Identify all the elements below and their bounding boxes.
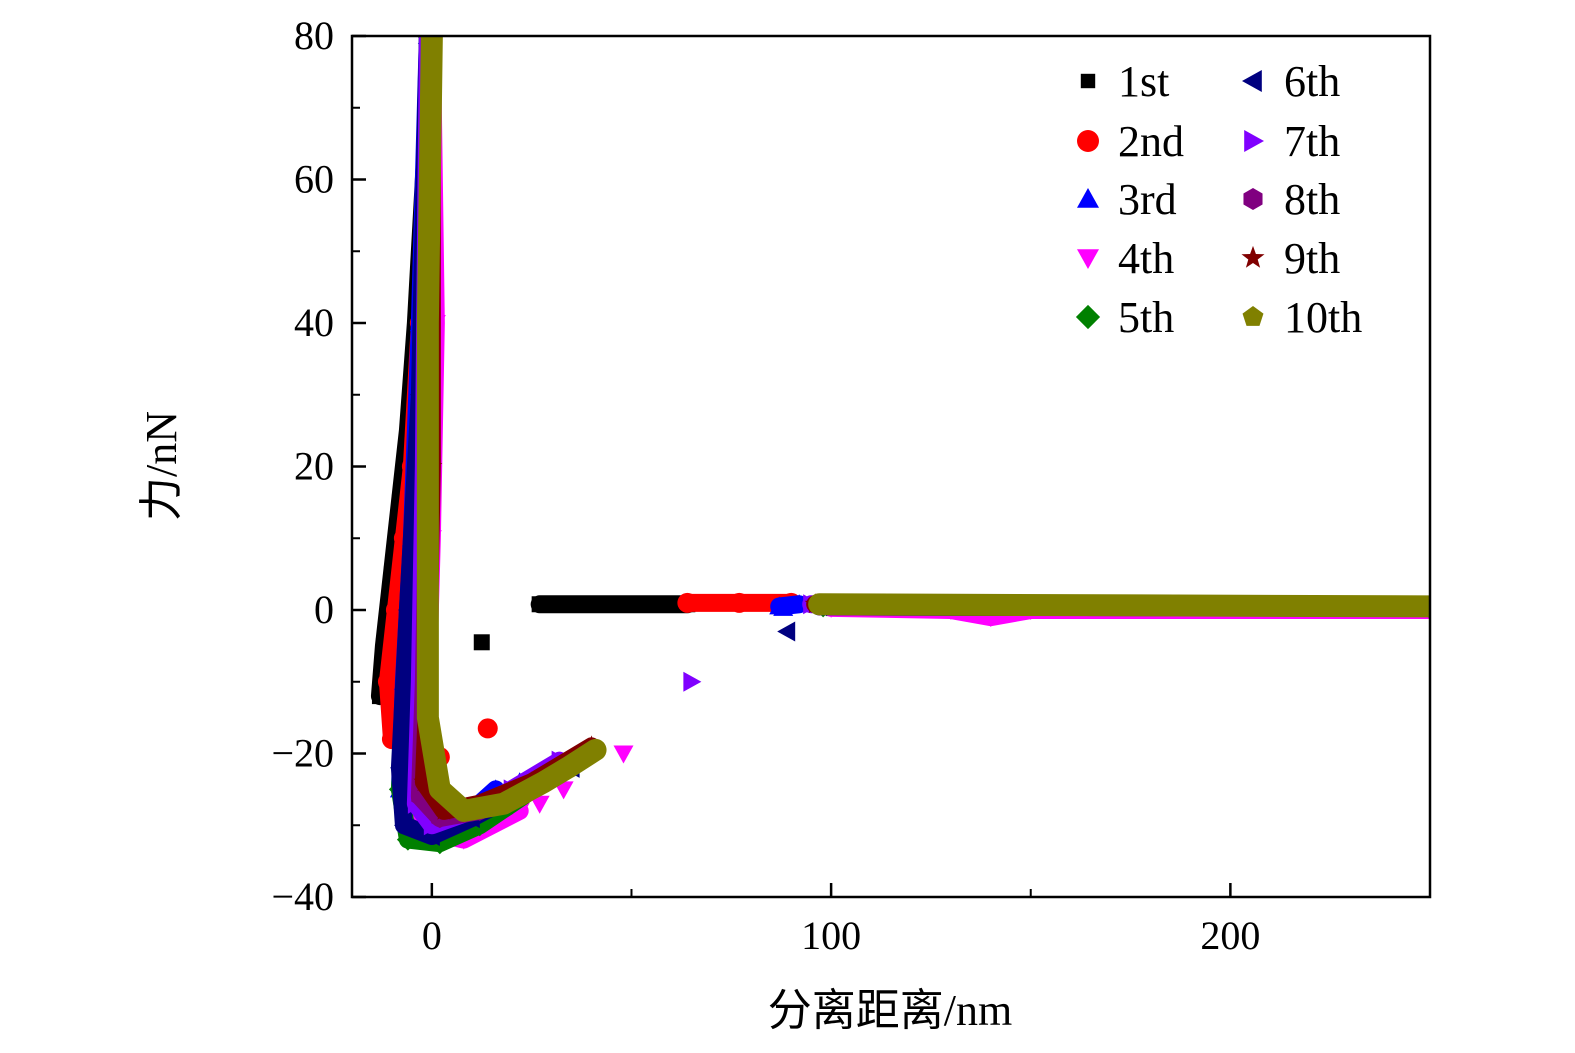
data-point	[677, 592, 698, 613]
legend-marker-triangle-left	[1242, 70, 1262, 92]
data-point	[613, 745, 634, 764]
series-3rd	[389, 36, 810, 842]
series-band	[808, 593, 1430, 618]
legend-marker-circle	[1077, 130, 1099, 152]
legend-item-3rd: 3rd	[1077, 175, 1177, 224]
data-point	[418, 313, 438, 332]
y-tick-label: −40	[271, 874, 334, 919]
data-point	[586, 739, 606, 759]
legend-marker-hexagon	[1243, 188, 1263, 210]
data-point	[494, 793, 514, 812]
legend-item-4th: 4th	[1077, 234, 1174, 283]
y-tick-label: 60	[294, 157, 334, 202]
data-point	[423, 36, 441, 45]
legend-item-10th: 10th	[1242, 293, 1362, 342]
legend-label: 8th	[1284, 175, 1340, 224]
x-tick-label: 0	[422, 913, 442, 958]
y-axis-label: 力/nN	[137, 411, 186, 521]
data-point	[377, 671, 398, 692]
data-point	[809, 594, 829, 613]
data-point	[729, 592, 750, 613]
legend-label: 5th	[1118, 293, 1174, 342]
data-point	[529, 795, 550, 814]
axis-ticks: 0 100 200 −40 −20 0 20 40 60 80	[271, 13, 1431, 958]
data-point	[393, 815, 412, 836]
data-point	[389, 757, 408, 778]
series-band	[416, 36, 607, 822]
legend-marker-pentagon	[1242, 306, 1264, 326]
data-point	[397, 600, 416, 620]
data-point	[477, 718, 498, 739]
series-10th	[416, 36, 1430, 822]
data-point	[534, 772, 554, 791]
legend-marker-triangle-right	[1244, 130, 1264, 152]
data-point	[773, 597, 794, 616]
series-6th	[389, 36, 1430, 847]
data-point	[777, 621, 796, 642]
legend-item-9th: 9th	[1241, 234, 1340, 283]
legend-label: 7th	[1284, 117, 1340, 166]
legend-label: 4th	[1118, 234, 1174, 283]
legend-marker-triangle-down	[1077, 249, 1099, 269]
series-band	[410, 36, 593, 828]
data-point	[603, 596, 620, 613]
legend-label: 2nd	[1118, 117, 1184, 166]
legend-label: 3rd	[1118, 175, 1177, 224]
legend-item-8th: 8th	[1243, 175, 1340, 224]
legend: 1st 2nd 3rd 4th 5th 6th 7th 8th 9th 10th	[1075, 57, 1362, 342]
legend-marker-square	[1080, 73, 1096, 89]
series-layer	[370, 36, 1430, 855]
data-point	[531, 596, 548, 613]
legend-marker-star	[1241, 245, 1265, 268]
data-point	[433, 799, 455, 820]
data-point	[418, 707, 438, 726]
y-tick-label: 0	[314, 587, 334, 632]
legend-item-5th: 5th	[1075, 293, 1174, 342]
data-point	[430, 779, 450, 798]
legend-item-6th: 6th	[1242, 57, 1340, 106]
y-tick-label: 80	[294, 13, 334, 58]
legend-label: 1st	[1118, 57, 1169, 106]
data-point	[683, 671, 702, 692]
x-tick-label: 100	[801, 913, 861, 958]
plot-frame	[350, 34, 1432, 899]
data-point	[1420, 596, 1430, 615]
data-point	[454, 800, 474, 819]
legend-label: 9th	[1284, 234, 1340, 283]
x-tick-label: 200	[1200, 913, 1260, 958]
series-band	[414, 36, 601, 820]
y-tick-label: 40	[294, 300, 334, 345]
legend-label: 6th	[1284, 57, 1340, 106]
x-axis-label: 分离距离/nm	[768, 986, 1012, 1035]
legend-marker-triangle-up	[1077, 188, 1099, 208]
y-tick-label: −20	[271, 731, 334, 776]
legend-item-2nd: 2nd	[1077, 117, 1184, 166]
legend-label: 10th	[1284, 293, 1362, 342]
data-point	[413, 771, 435, 792]
legend-item-7th: 7th	[1244, 117, 1340, 166]
data-point	[473, 634, 490, 651]
data-point	[418, 528, 438, 547]
legend-marker-diamond	[1075, 304, 1101, 330]
legend-item-1st: 1st	[1080, 57, 1169, 106]
data-point	[558, 757, 578, 776]
y-tick-label: 20	[294, 444, 334, 489]
data-point	[423, 815, 442, 836]
